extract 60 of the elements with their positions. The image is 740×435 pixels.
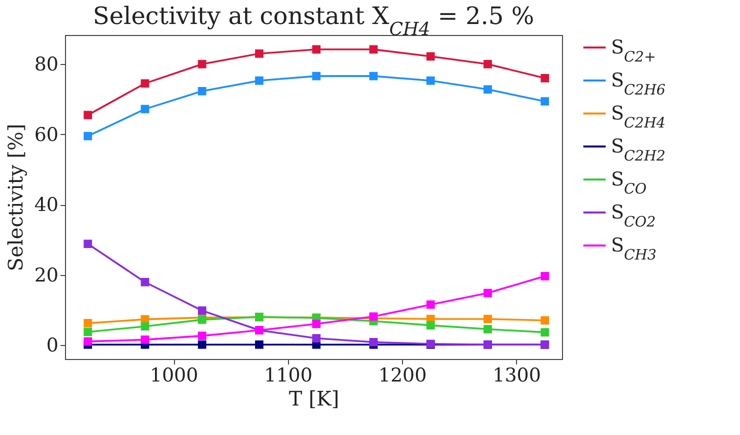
point <box>84 319 92 328</box>
point <box>140 104 150 114</box>
y-tick-label: 40 <box>34 194 58 216</box>
point <box>426 76 435 85</box>
point <box>426 321 435 330</box>
point <box>312 334 321 342</box>
chart-title: Selectivity at constant X$_{CH4}$ = 2.5 % <box>92 2 534 40</box>
point <box>312 320 321 328</box>
legend-label: S$_{CH3}$ <box>611 234 656 264</box>
y-tick-label: 80 <box>34 54 58 76</box>
point <box>484 288 492 298</box>
point <box>84 110 92 120</box>
point <box>426 52 435 61</box>
point <box>540 328 550 337</box>
point <box>255 49 264 58</box>
y-axis-title: Selectivity [%] <box>3 124 28 272</box>
point <box>84 328 92 336</box>
legend-label: S$_{CO}$ <box>611 168 647 198</box>
point <box>540 316 550 325</box>
point <box>140 278 150 286</box>
point <box>198 306 206 315</box>
point <box>426 300 435 309</box>
point <box>255 340 264 349</box>
point <box>140 336 150 344</box>
point <box>369 45 378 54</box>
point <box>255 76 264 85</box>
legend-label: S$_{C2H6}$ <box>611 70 666 98</box>
legend-label: S$_{CO2}$ <box>611 202 656 230</box>
point <box>312 72 321 80</box>
point <box>312 45 321 54</box>
x-axis-title: T [K] <box>288 386 340 410</box>
y-tick-label: 60 <box>34 124 58 146</box>
point <box>198 60 206 68</box>
point <box>540 97 550 106</box>
point <box>84 240 92 248</box>
x-tick-label: 1100 <box>264 364 312 386</box>
point <box>369 72 378 80</box>
point <box>484 60 492 68</box>
point <box>198 340 206 349</box>
point <box>198 86 206 96</box>
x-tick-label: 1200 <box>378 364 427 386</box>
point <box>198 332 206 340</box>
point <box>84 337 92 346</box>
point <box>198 316 206 324</box>
point <box>540 74 550 82</box>
point <box>540 272 550 280</box>
x-tick-label: 1300 <box>492 364 541 386</box>
legend-label: S$_{C2H2}$ <box>611 136 666 164</box>
point <box>84 132 92 140</box>
point <box>484 314 492 324</box>
y-tick-label: 20 <box>34 264 58 286</box>
legend-label: S$_{C2H4}$ <box>611 102 666 132</box>
point <box>140 79 150 88</box>
legend-label: S$_{C2+}$ <box>611 36 656 66</box>
point <box>369 338 378 346</box>
point <box>484 324 492 334</box>
point <box>484 85 492 94</box>
y-tick-label: 0 <box>46 334 58 356</box>
x-tick-label: 1000 <box>150 364 198 386</box>
point <box>140 322 150 331</box>
